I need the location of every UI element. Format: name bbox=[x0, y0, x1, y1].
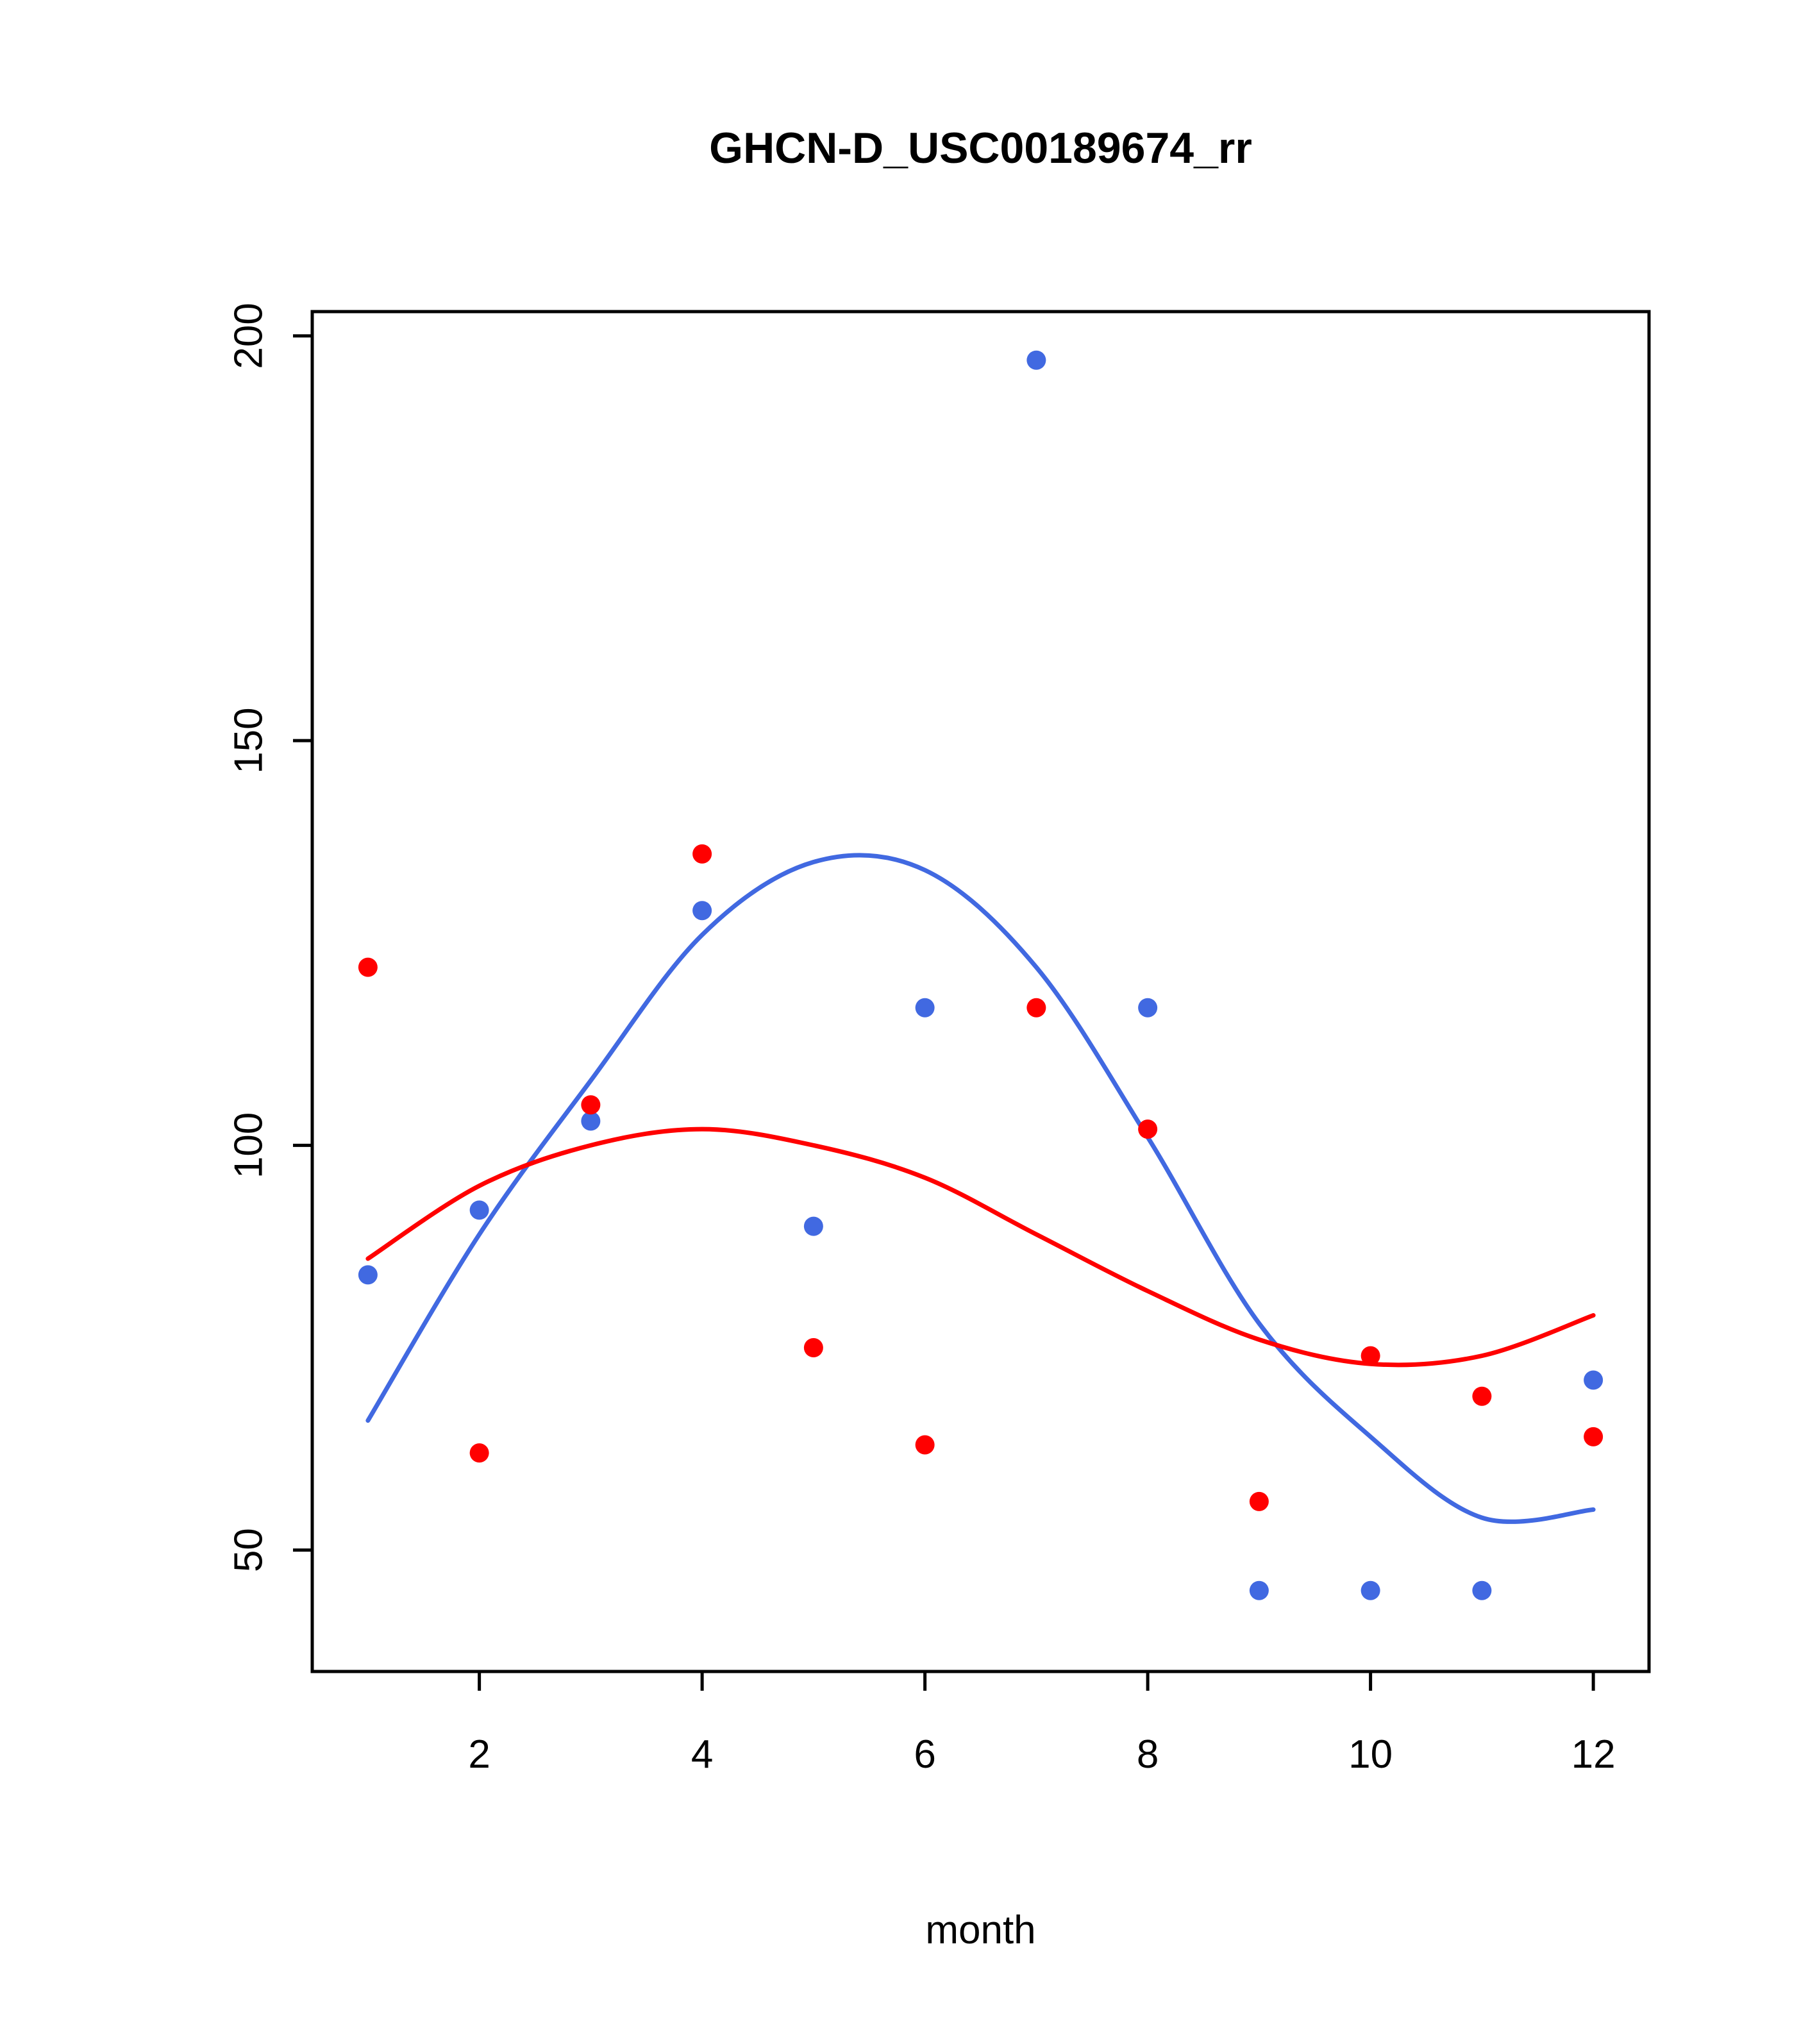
chart-title: GHCN-D_USC00189674_rr bbox=[709, 124, 1252, 172]
red-point bbox=[1249, 1491, 1269, 1511]
blue-point bbox=[469, 1200, 489, 1220]
blue-point bbox=[1584, 1370, 1603, 1390]
y-tick-label: 100 bbox=[226, 1112, 271, 1178]
blue-point bbox=[581, 1111, 601, 1131]
red-point bbox=[1472, 1386, 1492, 1406]
blue-point bbox=[1472, 1580, 1492, 1600]
blue-smooth-line bbox=[365, 853, 1596, 1524]
blue-point bbox=[803, 1216, 823, 1236]
x-tick-label: 10 bbox=[1348, 1732, 1393, 1777]
red-point bbox=[469, 1443, 489, 1463]
red-point bbox=[581, 1095, 601, 1115]
red-smooth-line bbox=[365, 1127, 1596, 1368]
x-tick-label: 8 bbox=[1137, 1732, 1159, 1777]
blue-point bbox=[358, 1265, 378, 1285]
red-point bbox=[1361, 1346, 1380, 1366]
blue-point bbox=[1249, 1580, 1269, 1600]
y-tick-label: 200 bbox=[226, 303, 271, 369]
x-tick-label: 12 bbox=[1571, 1732, 1616, 1777]
blue-point bbox=[1361, 1580, 1380, 1600]
plot-border bbox=[310, 310, 1651, 1673]
red-point bbox=[1138, 1119, 1158, 1139]
red-point bbox=[915, 1435, 935, 1455]
x-tick-label: 4 bbox=[691, 1732, 713, 1777]
blue-point bbox=[1026, 350, 1046, 370]
x-axis-label: month bbox=[925, 1908, 1036, 1952]
red-point bbox=[803, 1338, 823, 1357]
red-point bbox=[1026, 998, 1046, 1018]
red-point bbox=[358, 957, 378, 977]
blue-point bbox=[1138, 998, 1158, 1018]
red-point bbox=[1584, 1427, 1603, 1446]
y-tick-label: 50 bbox=[226, 1528, 271, 1572]
x-tick-label: 6 bbox=[914, 1732, 935, 1777]
red-point bbox=[692, 844, 712, 864]
blue-point bbox=[915, 998, 935, 1018]
x-tick-label: 2 bbox=[468, 1732, 490, 1777]
y-tick-label: 150 bbox=[226, 707, 271, 773]
blue-point bbox=[692, 901, 712, 921]
